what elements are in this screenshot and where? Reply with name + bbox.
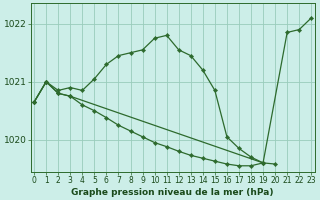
X-axis label: Graphe pression niveau de la mer (hPa): Graphe pression niveau de la mer (hPa) (71, 188, 274, 197)
